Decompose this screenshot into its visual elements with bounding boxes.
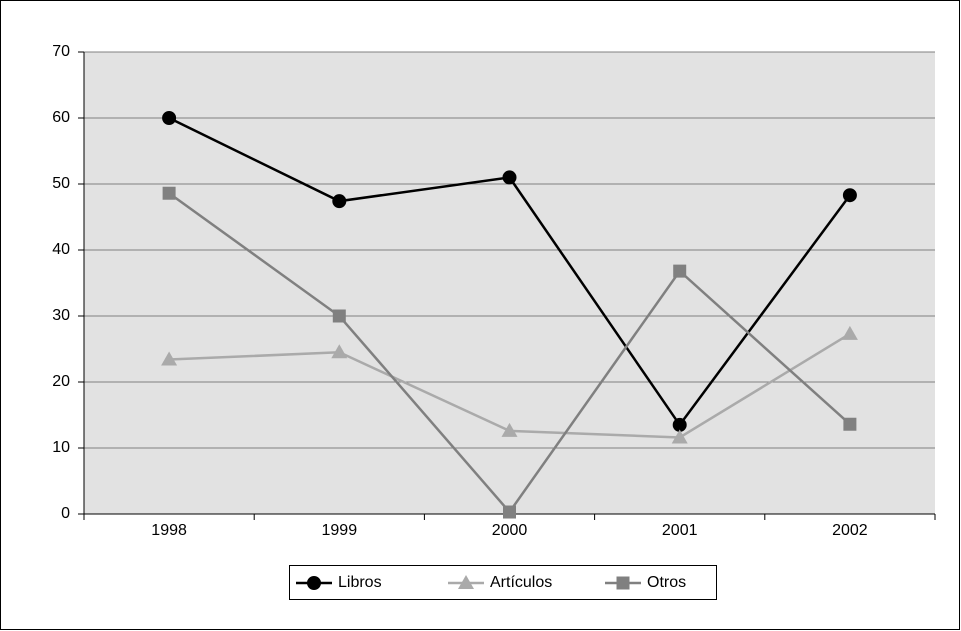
legend-label: Otros — [647, 574, 686, 591]
y-tick-label: 20 — [52, 373, 70, 390]
marker — [307, 576, 321, 590]
marker — [162, 111, 177, 125]
marker — [332, 309, 346, 323]
marker — [331, 344, 348, 359]
marker — [503, 505, 516, 519]
marker — [161, 351, 178, 366]
x-tick-label: 1998 — [151, 522, 187, 539]
y-tick-label: 40 — [52, 241, 70, 258]
marker — [673, 264, 687, 278]
y-tick-label: 30 — [52, 307, 70, 324]
x-tick-label: 1999 — [322, 522, 358, 539]
y-tick-label: 10 — [52, 439, 70, 456]
marker — [502, 170, 517, 185]
marker — [458, 575, 474, 589]
y-tick-label: 60 — [52, 109, 70, 126]
x-tick-label: 2001 — [662, 522, 698, 539]
x-tick-label: 2002 — [832, 522, 868, 539]
y-tick-label: 70 — [52, 43, 70, 60]
legend-label: Artículos — [490, 574, 552, 591]
marker — [671, 429, 688, 444]
legend-label: Libros — [338, 574, 382, 591]
marker — [616, 576, 630, 590]
marker — [501, 422, 518, 437]
x-tick-label: 2000 — [492, 522, 528, 539]
legend-box — [289, 565, 717, 600]
marker — [843, 417, 857, 431]
marker — [841, 325, 858, 340]
y-tick-label: 0 — [61, 505, 70, 522]
marker — [332, 194, 347, 209]
y-tick-label: 50 — [52, 175, 70, 192]
marker — [162, 186, 176, 200]
marker — [842, 188, 857, 203]
plot-area — [84, 52, 935, 514]
